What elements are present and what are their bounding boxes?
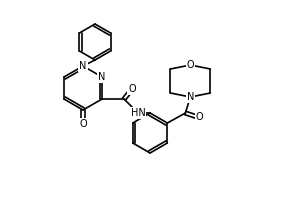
Text: O: O — [187, 60, 194, 70]
Text: O: O — [79, 119, 87, 129]
Text: N: N — [98, 72, 106, 82]
Text: N: N — [79, 61, 87, 71]
Text: O: O — [196, 112, 203, 122]
Text: N: N — [187, 92, 194, 102]
Text: O: O — [128, 84, 136, 94]
Text: HN: HN — [131, 108, 146, 118]
